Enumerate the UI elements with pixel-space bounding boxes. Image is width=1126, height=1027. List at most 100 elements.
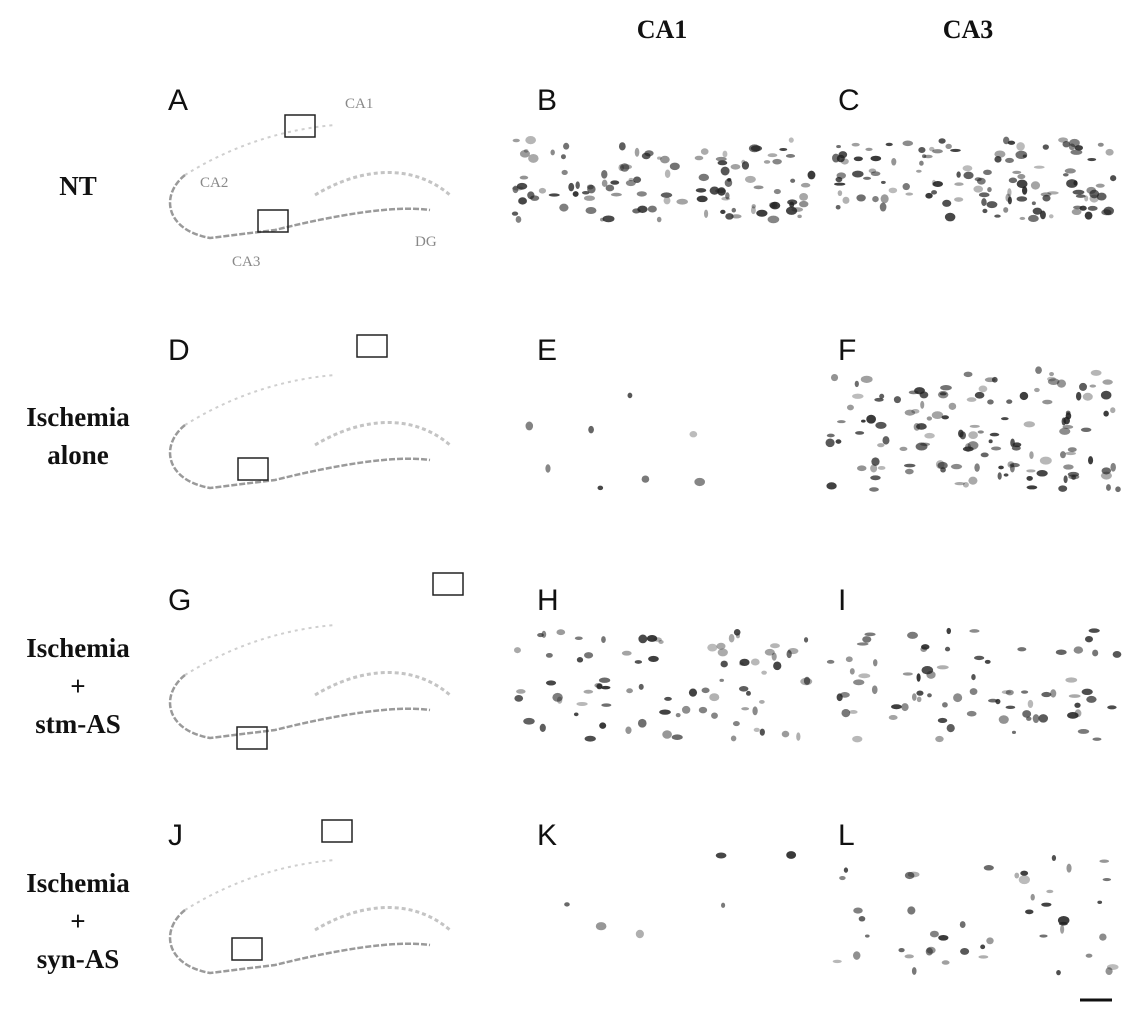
cell [716, 852, 727, 858]
row-label: + [70, 906, 85, 936]
cell [856, 194, 865, 201]
cell [982, 209, 987, 213]
cell [916, 423, 927, 430]
cell [699, 174, 709, 181]
cell [1050, 689, 1056, 697]
cell [983, 170, 992, 175]
cell [902, 141, 913, 147]
cell [1041, 903, 1051, 907]
cell [880, 203, 887, 212]
cell [1106, 484, 1111, 491]
cell [859, 916, 866, 922]
cell [1101, 209, 1111, 215]
cell [1089, 385, 1096, 388]
panel-letter: B [537, 84, 557, 117]
cell [870, 156, 881, 161]
cell [545, 464, 550, 472]
cell [1086, 954, 1093, 958]
cell [648, 656, 659, 662]
cell [853, 951, 860, 960]
cell [701, 148, 709, 155]
cell [925, 193, 932, 199]
cell [619, 142, 626, 150]
hippocampus-outline [185, 860, 335, 910]
row-label: syn-AS [37, 944, 120, 974]
cell [850, 668, 855, 674]
cell [942, 200, 951, 207]
cell [999, 715, 1009, 724]
hippocampus-outline [185, 625, 335, 675]
cell [1056, 649, 1067, 655]
cell [834, 183, 845, 186]
cell [729, 634, 735, 642]
cell [954, 482, 965, 485]
cell [808, 171, 816, 180]
cell [1026, 469, 1035, 472]
cell [1068, 447, 1077, 452]
cell [935, 736, 943, 742]
cell [1070, 149, 1082, 154]
cell [717, 643, 726, 650]
cell [840, 692, 850, 698]
cell [927, 416, 932, 420]
cell [878, 466, 886, 470]
cell [725, 213, 733, 220]
cell [711, 712, 718, 718]
cell [751, 145, 762, 151]
cell [642, 475, 650, 482]
cell [937, 665, 949, 669]
cell [664, 697, 672, 701]
cell [958, 430, 964, 438]
cell [557, 697, 562, 704]
cell [1049, 372, 1054, 376]
cell [833, 960, 842, 963]
cell [638, 719, 647, 728]
cell [1020, 392, 1029, 400]
cell [1040, 457, 1052, 465]
cell [882, 436, 889, 444]
cell [694, 478, 705, 486]
cell [1005, 158, 1014, 163]
row-label: alone [47, 440, 109, 470]
cell [907, 632, 918, 639]
cell [799, 193, 808, 201]
cell [857, 465, 866, 471]
row-label: Ischemia [26, 633, 130, 663]
cell [1029, 451, 1033, 459]
cell [917, 697, 922, 703]
cell [903, 183, 910, 190]
cell [1010, 463, 1020, 467]
cell [964, 372, 973, 377]
cell [1020, 871, 1028, 876]
row-label: Ischemia [26, 402, 130, 432]
cell [975, 392, 985, 399]
cell [745, 176, 756, 183]
cell [916, 691, 923, 696]
cell [562, 170, 568, 175]
cell [979, 192, 990, 197]
cell [843, 197, 850, 204]
region-label: CA2 [200, 175, 228, 191]
cell [1106, 149, 1114, 156]
cell [1048, 378, 1060, 385]
cell [1028, 215, 1039, 222]
hippocampus-outline [170, 910, 430, 973]
cell [852, 143, 860, 147]
cell [530, 195, 539, 201]
cell [907, 906, 915, 914]
cell [710, 186, 720, 194]
cell [601, 686, 611, 689]
cell [786, 154, 795, 158]
cell [852, 171, 863, 178]
cell [576, 702, 587, 706]
cell [601, 170, 607, 179]
cell [875, 422, 886, 429]
cell [841, 709, 850, 717]
cell [1020, 217, 1026, 220]
cell [1105, 967, 1112, 975]
cell [1078, 729, 1090, 734]
cell [559, 204, 568, 212]
cell [988, 699, 998, 703]
cell [1089, 628, 1100, 633]
cell [1092, 650, 1098, 657]
